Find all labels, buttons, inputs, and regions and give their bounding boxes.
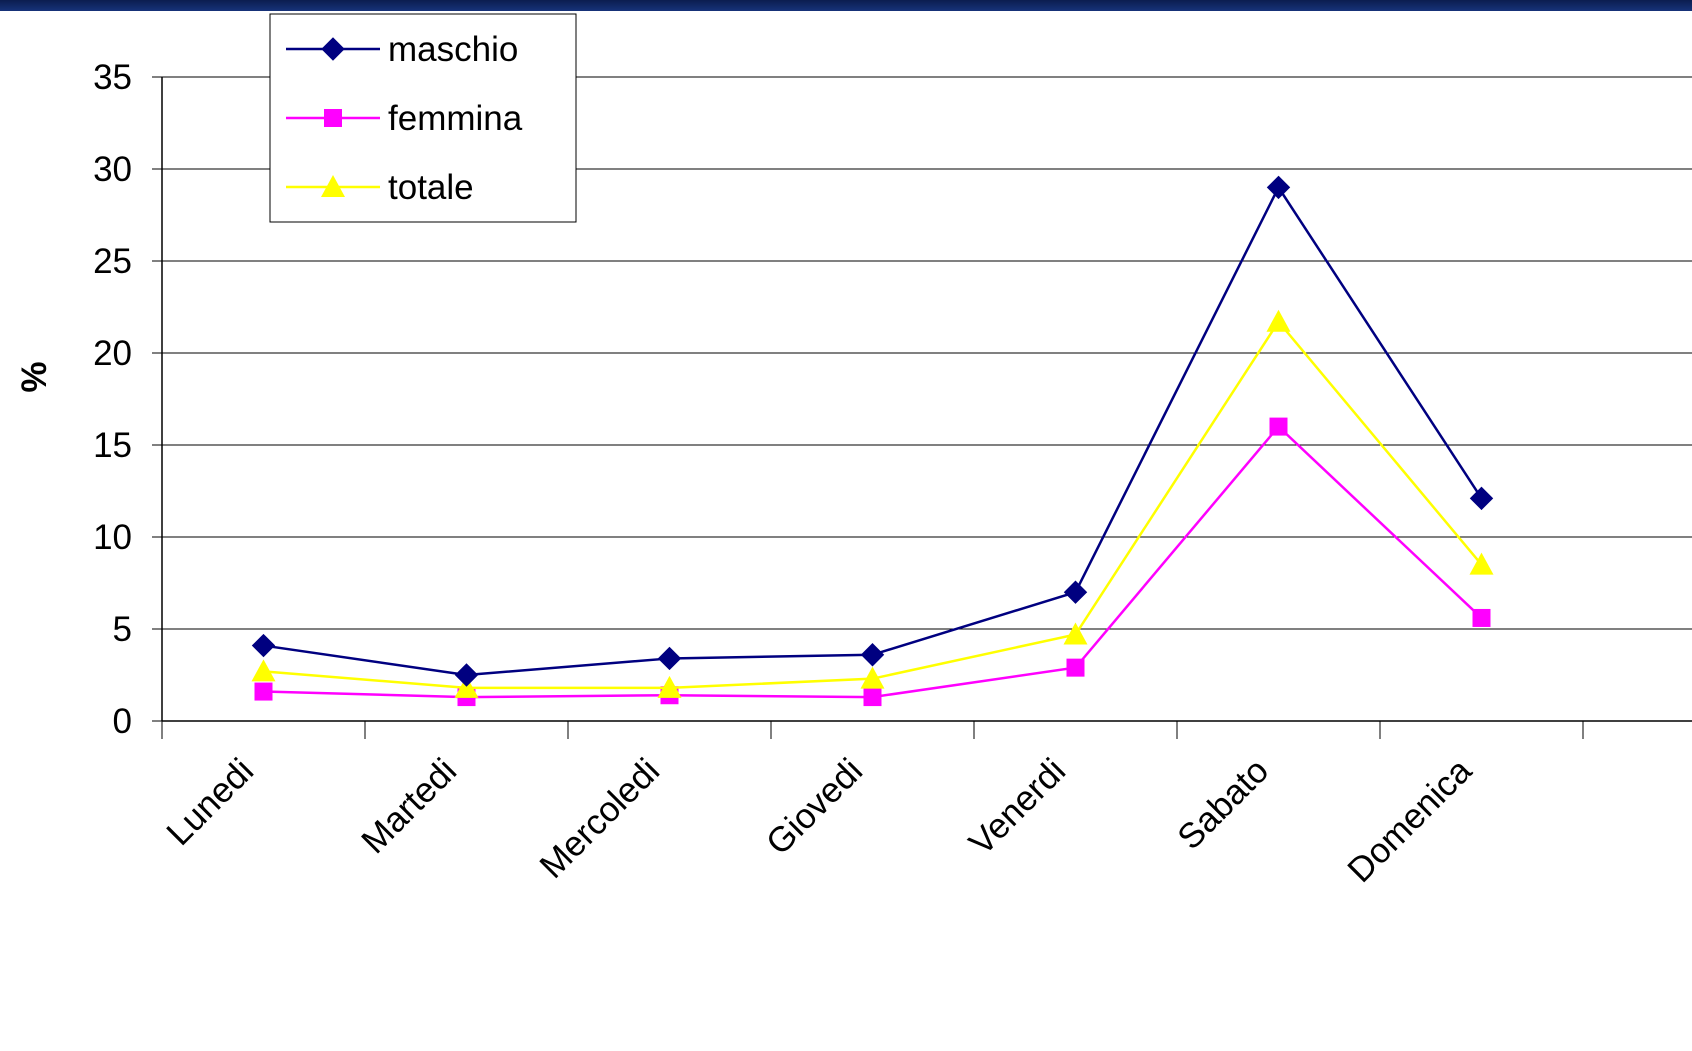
- y-tick-label: 20: [93, 334, 132, 373]
- x-tick-label: Mercoledi: [532, 751, 667, 886]
- y-tick-label: 30: [93, 150, 132, 189]
- series-totale: [251, 309, 1494, 698]
- legend-label: totale: [388, 168, 474, 207]
- legend-item-totale: totale: [286, 168, 474, 207]
- legend-item-femmina: femmina: [286, 99, 523, 138]
- legend-label: femmina: [388, 99, 523, 138]
- y-tick-label: 25: [93, 242, 132, 281]
- x-axis-ticks: Lunedi Martedi Mercoledi Giovedi Venerdi Saba…: [159, 721, 1584, 890]
- data-point: [1469, 552, 1494, 575]
- x-tick-label: Lunedi: [159, 751, 261, 853]
- data-point: [860, 643, 885, 667]
- y-tick-label: 0: [113, 702, 132, 741]
- y-axis-title: %: [15, 361, 54, 392]
- series-maschio: [251, 175, 1494, 687]
- data-point: [1472, 608, 1491, 627]
- legend-marker: [324, 109, 342, 127]
- data-point: [657, 675, 682, 698]
- data-point: [1266, 175, 1291, 200]
- x-tick-label: Venerdi: [962, 751, 1074, 863]
- data-point: [251, 659, 276, 682]
- x-tick-label: Sabato: [1170, 751, 1276, 857]
- y-tick-label: 5: [113, 610, 132, 649]
- y-axis-ticks: 0 5 10 15 20 25 30 35: [93, 58, 162, 741]
- data-point: [254, 682, 273, 701]
- legend-marker: [321, 175, 345, 197]
- series-line: [263, 319, 1483, 690]
- data-point: [1063, 622, 1088, 645]
- data-point: [860, 666, 885, 689]
- data-point: [1066, 658, 1085, 677]
- legend-marker: [321, 37, 345, 61]
- data-point: [251, 633, 276, 658]
- data-point: [1469, 486, 1494, 511]
- data-point: [863, 688, 882, 707]
- data-point: [454, 675, 479, 698]
- axes: [161, 77, 1692, 722]
- legend: maschio femmina totale: [269, 13, 577, 223]
- x-tick-label: Martedi: [354, 751, 464, 861]
- data-point: [1063, 580, 1088, 604]
- y-tick-label: 15: [93, 426, 132, 465]
- legend-item-maschio: maschio: [286, 30, 518, 69]
- legend-label: maschio: [388, 30, 518, 69]
- x-tick-label: Domenica: [1340, 751, 1479, 890]
- data-point: [657, 646, 682, 671]
- y-tick-label: 10: [93, 518, 132, 557]
- y-tick-label: 35: [93, 58, 132, 97]
- data-point: [1266, 309, 1291, 332]
- top-bar: [0, 0, 1692, 11]
- series-layer: [251, 175, 1494, 707]
- data-point: [1269, 417, 1288, 436]
- x-tick-label: Giovedi: [759, 751, 870, 862]
- data-point: [454, 663, 479, 687]
